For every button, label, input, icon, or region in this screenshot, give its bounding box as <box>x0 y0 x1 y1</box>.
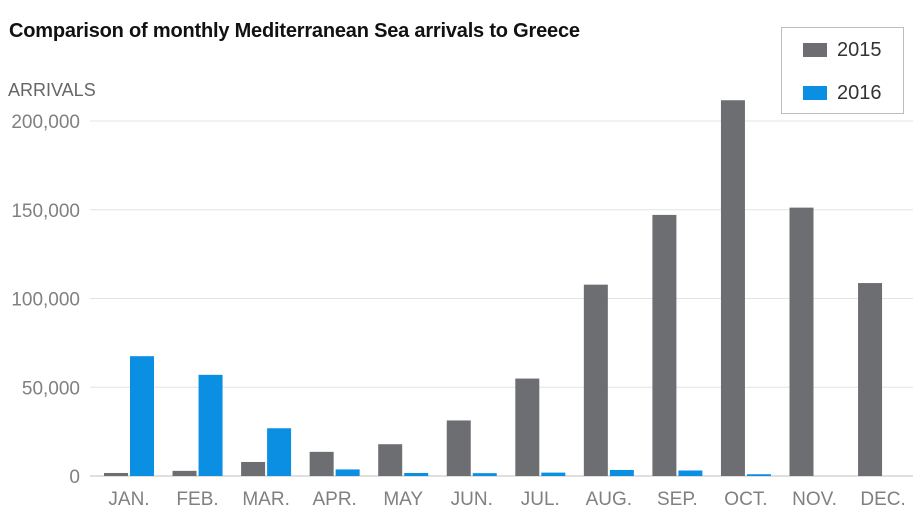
bar-2015-apr <box>309 451 334 476</box>
bar-2016-sep <box>678 470 703 476</box>
bars <box>104 100 883 477</box>
bar-2016-jul <box>541 472 566 476</box>
x-tick-label: FEB. <box>176 489 218 510</box>
bar-2016-jan <box>130 356 154 476</box>
bar-2015-jun <box>446 420 471 476</box>
legend-swatch-2015 <box>803 43 827 57</box>
y-tick-label: 50,000 <box>22 378 80 399</box>
x-tick-label: DEC. <box>860 489 905 510</box>
x-tick-label: AUG. <box>586 489 632 510</box>
x-tick-label: JAN. <box>108 489 149 510</box>
x-tick-label: MAR. <box>242 489 290 510</box>
bar-2015-jul <box>515 378 540 476</box>
x-tick-label: JUL. <box>521 489 560 510</box>
x-tick-label: NOV. <box>792 489 837 510</box>
gridlines <box>90 120 913 477</box>
legend: 2015 2016 <box>781 27 904 114</box>
bar-2016-apr <box>335 469 360 476</box>
y-tick-label: 100,000 <box>11 290 80 311</box>
bar-2016-aug <box>609 469 634 476</box>
bar-2015-aug <box>583 284 608 476</box>
x-tick-label: MAY <box>383 489 423 510</box>
bar-2016-may <box>404 472 429 476</box>
x-tick-label: JUN. <box>451 489 493 510</box>
y-tick-label: 200,000 <box>11 112 80 133</box>
bar-2015-jan <box>104 472 128 476</box>
y-axis-label: ARRIVALS <box>8 80 96 100</box>
bar-2015-sep <box>652 214 677 476</box>
bar-2015-mar <box>241 461 266 476</box>
legend-label-2016: 2016 <box>837 81 882 104</box>
bar-2016-jun <box>472 473 497 476</box>
bar-2015-dec <box>858 283 883 476</box>
bar-2016-oct <box>746 474 771 476</box>
bar-2016-feb <box>198 374 223 476</box>
bar-2015-nov <box>789 207 814 476</box>
bar-2015-feb <box>172 470 197 476</box>
legend-item-2016: 2016 <box>803 81 882 105</box>
chart-title: Comparison of monthly Mediterranean Sea … <box>9 20 580 42</box>
bar-2015-may <box>378 444 403 476</box>
x-tick-label: APR. <box>312 489 356 510</box>
bar-2015-oct <box>720 100 745 477</box>
bar-2016-mar <box>267 428 292 476</box>
x-tick-labels: JAN. FEB. MAR. APR. MAY JUN. JUL. AUG. SEP. OCT. N… <box>108 489 905 510</box>
y-tick-label: 150,000 <box>11 201 80 222</box>
legend-swatch-2016 <box>803 86 827 100</box>
y-tick-label: 0 <box>69 467 80 488</box>
legend-label-2015: 2015 <box>837 38 882 61</box>
y-tick-labels: 0 50,000 100,000 150,000 200,000 <box>11 112 80 488</box>
x-tick-label: SEP. <box>657 489 698 510</box>
x-tick-label: OCT. <box>724 489 767 510</box>
legend-item-2015: 2015 <box>803 38 882 62</box>
